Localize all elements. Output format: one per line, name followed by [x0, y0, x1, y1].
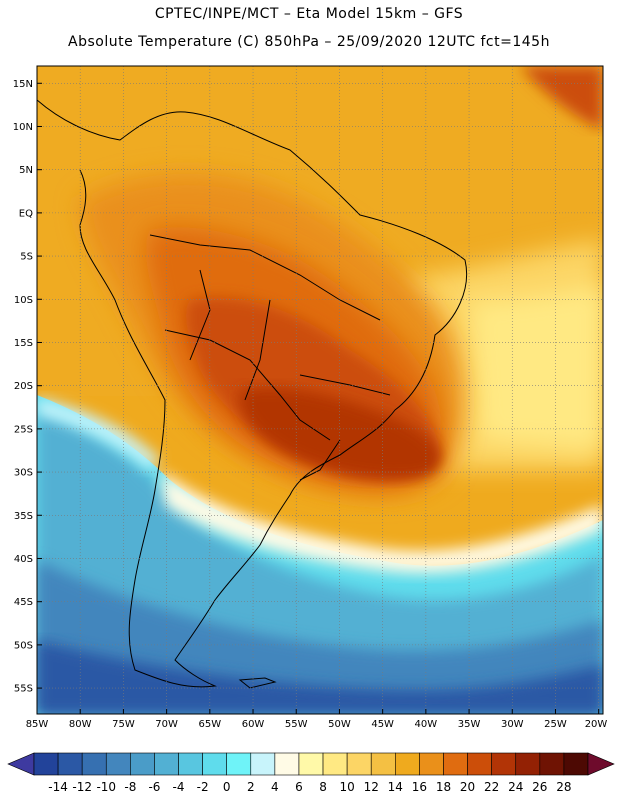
colorbar-swatch	[226, 752, 252, 776]
colorbar-label: 28	[556, 780, 571, 794]
lat-label: 10S	[14, 295, 33, 306]
colorbar-label: 6	[295, 780, 303, 794]
lon-label: 55W	[285, 719, 308, 730]
colorbar-swatch	[395, 752, 420, 776]
colorbar-label: 24	[508, 780, 523, 794]
colorbar-label: 16	[412, 780, 427, 794]
lon-label: 60W	[242, 719, 265, 730]
colorbar-swatch	[419, 752, 444, 776]
colorbar-swatch	[130, 752, 155, 776]
lat-label: 35S	[14, 511, 33, 522]
colorbar-label: 12	[364, 780, 379, 794]
colorbar: -14 -12 -10 -8 -6 -4 -2 0 2 4 6 8 10 12 14 16 18 20 22 24 26…	[7, 752, 615, 794]
colorbar-label: -4	[173, 780, 185, 794]
latitude-ticks: 15N 10N 5N EQ 5S 10S 15S 20S 25S 30S 35S 40S 45S 50S 5…	[13, 79, 42, 695]
lon-label: 75W	[112, 719, 135, 730]
map-frame	[36, 65, 604, 715]
lat-label: 55S	[14, 684, 33, 695]
colorbar-swatch	[467, 752, 492, 776]
colorbar-label: 0	[223, 780, 231, 794]
colorbar-under-arrow	[7, 752, 35, 776]
lat-label: 10N	[13, 122, 33, 133]
lon-label: 50W	[328, 719, 351, 730]
lon-label: 45W	[371, 719, 394, 730]
colorbar-label: -2	[197, 780, 209, 794]
lat-label: 45S	[14, 597, 33, 608]
colorbar-swatch	[515, 752, 541, 776]
colorbar-swatch	[370, 752, 396, 776]
lon-label: 65W	[199, 719, 222, 730]
colorbar-label: 22	[484, 780, 499, 794]
temperature-map: 15N 10N 5N EQ 5S 10S 15S 20S 25S 30S 35S 40S 45S 50S 5…	[13, 65, 608, 730]
lat-label: 30S	[14, 468, 33, 479]
colorbar-swatch	[322, 752, 348, 776]
title-line-2: Absolute Temperature (C) 850hPa – 25/09/…	[68, 34, 550, 50]
lat-lon-grid	[36, 66, 603, 714]
colorbar-swatch	[33, 752, 59, 776]
colorbar-swatch	[154, 752, 179, 776]
temperature-field	[37, 66, 603, 714]
colorbar-label: 20	[460, 780, 475, 794]
colorbar-label: 2	[247, 780, 255, 794]
lat-label: 15S	[14, 338, 33, 349]
lat-label: 25S	[14, 424, 33, 435]
colorbar-swatch	[346, 752, 372, 776]
colorbar-label: 26	[532, 780, 547, 794]
colorbar-swatch	[81, 752, 107, 776]
colorbar-swatch	[57, 752, 83, 776]
lat-label: 20S	[14, 381, 33, 392]
colorbar-label: 14	[388, 780, 403, 794]
colorbar-swatch	[298, 752, 324, 776]
colorbar-label: -12	[72, 780, 92, 794]
lon-label: 20W	[585, 719, 608, 730]
lat-label: EQ	[19, 208, 33, 219]
lon-label: 35W	[458, 719, 481, 730]
colorbar-swatch	[105, 752, 131, 776]
colorbar-swatch	[202, 752, 227, 776]
colorbar-swatch	[178, 752, 203, 776]
lon-label: 70W	[155, 719, 178, 730]
colorbar-over-arrow	[587, 752, 615, 776]
colorbar-label: -6	[148, 780, 160, 794]
colorbar-label: 10	[339, 780, 354, 794]
lon-label: 85W	[26, 719, 49, 730]
lat-label: 5N	[19, 165, 33, 176]
lon-label: 30W	[501, 719, 524, 730]
lon-label: 80W	[69, 719, 92, 730]
lat-label: 50S	[14, 640, 33, 651]
lon-label: 25W	[544, 719, 567, 730]
colorbar-swatch	[250, 752, 276, 776]
colorbar-swatch	[563, 752, 589, 776]
longitude-ticks: 85W 80W 75W 70W 65W 60W 55W 50W 45W 40W 35W 30W 25W 2…	[26, 709, 608, 730]
colorbar-swatch	[539, 752, 565, 776]
colorbar-swatch	[443, 752, 468, 776]
colorbar-label: 18	[436, 780, 451, 794]
title-line-1: CPTEC/INPE/MCT – Eta Model 15km – GFS	[154, 6, 464, 22]
colorbar-label: 8	[319, 780, 327, 794]
colorbar-label: 4	[271, 780, 279, 794]
lat-label: 15N	[13, 79, 33, 90]
colorbar-label: -14	[48, 780, 68, 794]
colorbar-swatch	[491, 752, 517, 776]
colorbar-label: -10	[96, 780, 116, 794]
lat-label: 5S	[20, 252, 33, 263]
colorbar-label: -8	[124, 780, 136, 794]
colorbar-swatch	[274, 752, 300, 776]
lon-label: 40W	[415, 719, 438, 730]
lat-label: 40S	[14, 554, 33, 565]
